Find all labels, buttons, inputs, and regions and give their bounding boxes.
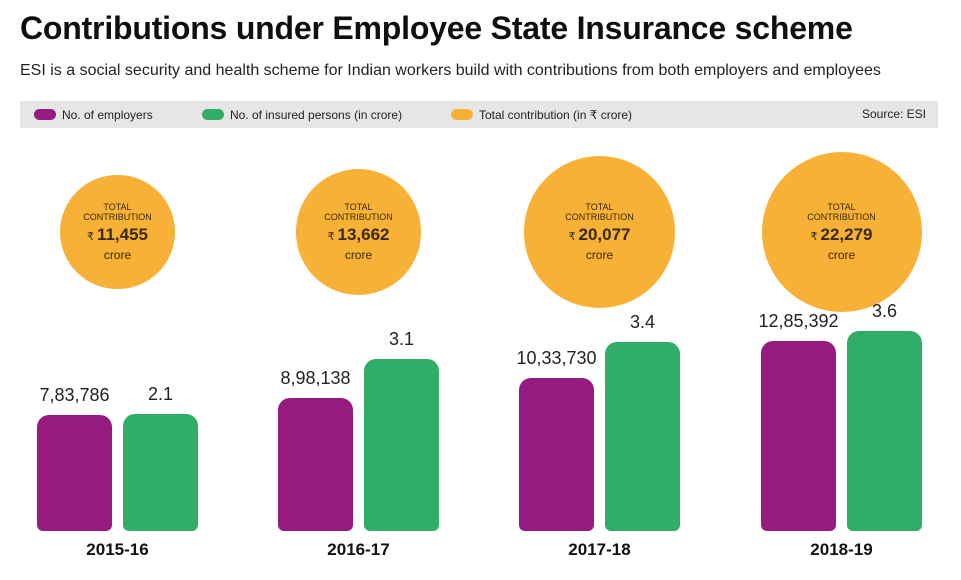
page-subtitle: ESI is a social security and health sche… — [20, 62, 881, 79]
category-label: 2018-19 — [810, 540, 873, 559]
contribution-circle-label: TOTAL CONTRIBUTION — [83, 201, 152, 222]
contribution-circle-value: ₹11,455 — [87, 224, 148, 248]
bar-insured — [605, 342, 680, 531]
contribution-circle-unit: crore — [103, 247, 132, 262]
contribution-circle-label: TOTAL CONTRIBUTION — [565, 201, 634, 222]
bar-label-employers: 8,98,138 — [280, 368, 351, 389]
page-title: Contributions under Employee State Insur… — [20, 10, 853, 46]
legend-label-contribution: Total contribution (in ₹ crore) — [479, 107, 633, 122]
rupee-symbol: ₹ — [568, 230, 576, 243]
bar-label-employers: 7,83,786 — [39, 385, 110, 406]
contribution-circle-unit: crore — [344, 247, 373, 262]
bar-employers — [519, 378, 594, 531]
bar-employers — [37, 415, 112, 531]
bar-label-insured: 2.1 — [147, 384, 174, 405]
contribution-circle-label: TOTAL CONTRIBUTION — [807, 202, 876, 222]
legend-item-contribution: Total contribution (in ₹ crore) — [451, 101, 632, 128]
legend-item-employers: No. of employers — [34, 101, 153, 128]
source-note: Source: ESI — [861, 107, 926, 121]
legend-item-insured: No. of insured persons (in crore) — [202, 101, 402, 128]
bar-label-insured: 3.4 — [629, 312, 656, 333]
rupee-symbol: ₹ — [810, 231, 818, 243]
bar-label-insured: 3.6 — [871, 301, 898, 321]
bar-insured — [847, 331, 922, 531]
bar-insured — [364, 358, 439, 531]
contribution-circle-unit: crore — [827, 248, 856, 262]
rupee-symbol: ₹ — [327, 230, 335, 243]
category-label: 2016-17 — [327, 540, 390, 559]
contribution-circle-value: ₹13,662 — [327, 224, 389, 248]
contribution-circle-value: ₹20,077 — [568, 224, 630, 248]
contribution-circle-unit: crore — [585, 247, 614, 262]
legend-swatch-contribution — [451, 109, 473, 120]
contribution-circle: TOTAL CONTRIBUTION ₹11,455 crore — [60, 174, 175, 290]
contribution-circle: TOTAL CONTRIBUTION ₹13,662 crore — [295, 169, 422, 295]
contribution-circle: TOTAL CONTRIBUTION ₹22,279 crore — [761, 152, 922, 312]
category-label: 2017-18 — [568, 540, 631, 559]
legend-label-insured: No. of insured persons (in crore) — [230, 107, 403, 122]
contribution-circle-value: ₹22,279 — [811, 224, 873, 248]
contribution-value-text: 20,077 — [578, 224, 631, 244]
bar-label-insured: 3.1 — [388, 328, 415, 349]
contribution-value-text: 22,279 — [820, 225, 873, 244]
bar-insured — [123, 414, 198, 531]
rupee-symbol: ₹ — [86, 230, 94, 243]
bar-employers — [278, 398, 353, 531]
chart-area: TOTAL CONTRIBUTION ₹11,455 crore 7,83,786 2.… — [0, 130, 961, 580]
legend: No. of employers No. of insured persons … — [20, 101, 938, 128]
legend-label-employers: No. of employers — [62, 107, 153, 122]
legend-swatch-employers — [34, 109, 56, 120]
bar-label-employers: 10,33,730 — [516, 348, 597, 369]
contribution-circle: TOTAL CONTRIBUTION ₹20,077 crore — [523, 156, 676, 308]
contribution-value-text: 11,455 — [96, 224, 149, 244]
contribution-circle-label: TOTAL CONTRIBUTION — [324, 201, 393, 222]
legend-swatch-insured — [202, 109, 224, 120]
category-label: 2015-16 — [86, 540, 149, 559]
contribution-value-text: 13,662 — [337, 224, 390, 244]
bar-employers — [761, 341, 836, 531]
bar-label-employers: 12,85,392 — [758, 311, 839, 331]
